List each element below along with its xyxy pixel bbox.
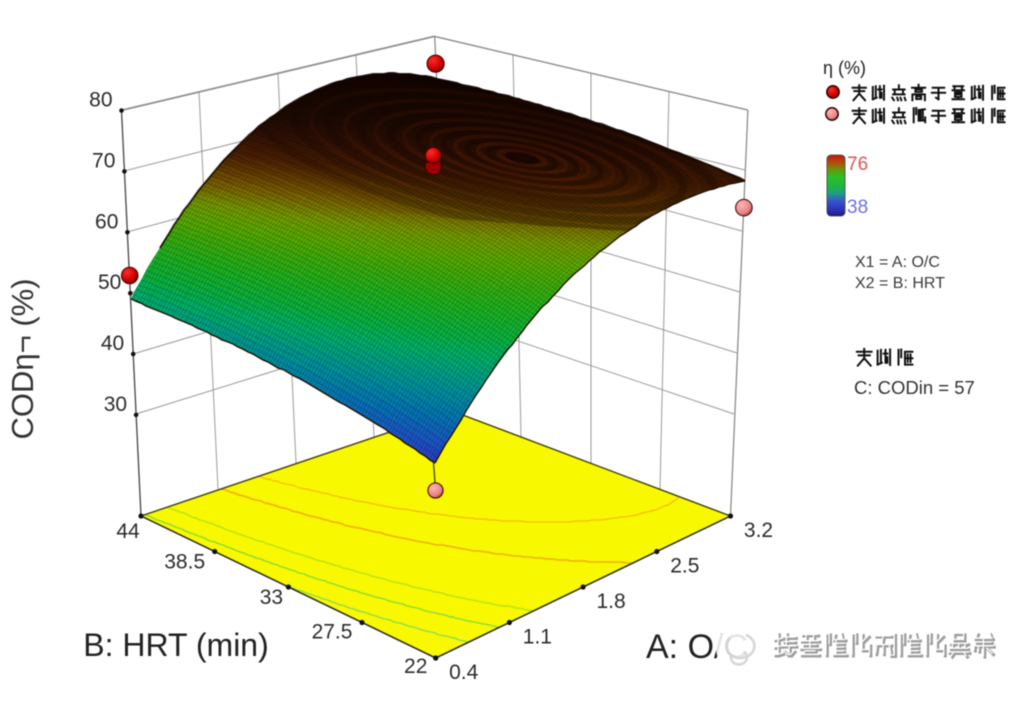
svg-text:76: 76 (847, 154, 868, 175)
svg-text:CODη¬ (%): CODη¬ (%) (5, 278, 40, 439)
svg-text:38.5: 38.5 (164, 551, 205, 574)
svg-text:30: 30 (104, 393, 127, 416)
svg-text:44: 44 (116, 520, 140, 543)
svg-text:2.5: 2.5 (670, 555, 699, 578)
svg-text:3.2: 3.2 (744, 519, 773, 542)
svg-text:80: 80 (89, 89, 112, 112)
svg-text:X1 = A: O/C: X1 = A: O/C (855, 254, 940, 271)
svg-text:1.8: 1.8 (596, 590, 625, 613)
svg-text:B: HRT (min): B: HRT (min) (83, 627, 269, 663)
svg-text:40: 40 (101, 332, 124, 355)
svg-text:38: 38 (847, 197, 868, 218)
svg-text:X2 = B: HRT: X2 = B: HRT (855, 275, 945, 292)
svg-text:η (%): η (%) (823, 58, 866, 78)
svg-text:22: 22 (404, 655, 427, 678)
svg-text:C: CODin = 57: C: CODin = 57 (854, 377, 975, 398)
svg-text:70: 70 (92, 149, 115, 172)
svg-text:1.1: 1.1 (523, 626, 552, 649)
svg-text:33: 33 (260, 586, 283, 609)
svg-text:60: 60 (95, 210, 118, 233)
svg-text:0.4: 0.4 (449, 661, 479, 684)
svg-text:50: 50 (98, 271, 121, 294)
svg-text:27.5: 27.5 (312, 621, 353, 644)
